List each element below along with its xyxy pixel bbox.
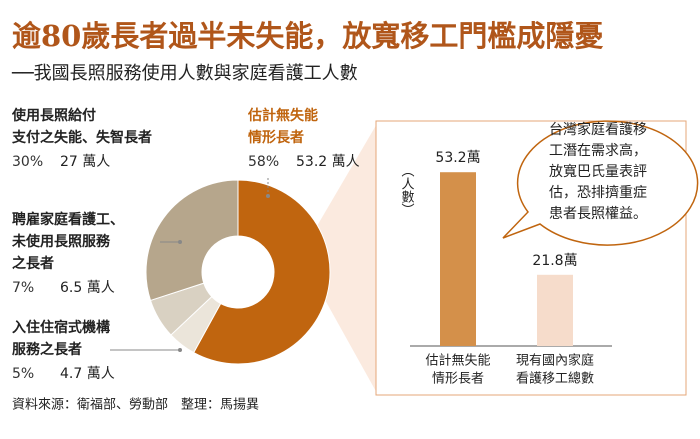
segment-label: 使用長照給付 <box>11 107 96 124</box>
annotation: 患者長照權益。 <box>549 206 647 222</box>
percent-label: 30% <box>12 154 43 170</box>
leader-dot <box>178 348 182 352</box>
leader-dot <box>266 194 270 198</box>
source: 資料來源：衛福部、勞動部 整理：馬揚異 <box>12 397 259 413</box>
annotation: 台灣家庭看護移 <box>549 121 647 138</box>
title: 逾80歲長者過半未失能，放寬移工門檻成隱憂 <box>12 19 603 53</box>
y-axis-label: （人數） <box>399 164 415 216</box>
segment-label: 入住住宿式機構 <box>12 319 110 336</box>
speech-bubble <box>502 120 699 246</box>
bar <box>537 274 573 346</box>
segment-label: 未使用長照服務 <box>12 233 111 250</box>
annotation: 工潛在需求高， <box>549 142 647 159</box>
segment-label: 情形長者 <box>248 129 304 146</box>
people-label: 53.2 萬人 <box>296 154 360 170</box>
percent-label: 7% <box>12 280 34 296</box>
segment-label: 之長者 <box>12 255 54 272</box>
donut-segment <box>145 179 239 302</box>
bar-value-label: 53.2萬 <box>435 150 480 166</box>
x-category-label: 現有國內家庭 <box>516 353 594 369</box>
callout-connector <box>300 122 378 395</box>
people-label: 6.5 萬人 <box>60 280 115 296</box>
bar-value-label: 21.8萬 <box>532 253 577 269</box>
leader-dot <box>178 240 182 244</box>
segment-label: 支付之失能、失智長者 <box>11 129 152 146</box>
subtitle: ──我國長照服務使用人數與家庭看護工人數 <box>11 63 358 84</box>
segment-label: 聘雇家庭看護工、 <box>12 211 124 228</box>
people-label: 27 萬人 <box>60 154 110 170</box>
percent-label: 5% <box>12 366 34 382</box>
segment-label: 服務之長者 <box>12 341 82 358</box>
percent-label: 58% <box>248 154 279 170</box>
x-category-label: 看護移工總數 <box>516 371 594 387</box>
segment-label: 估計無失能 <box>247 107 318 124</box>
annotation: 放寬巴氏量表評 <box>549 163 647 180</box>
donut-segment <box>192 179 331 365</box>
x-category-label: 估計無失能 <box>425 353 490 369</box>
people-label: 4.7 萬人 <box>60 366 115 382</box>
x-category-label: 情形長者 <box>432 372 484 387</box>
bar <box>440 172 476 346</box>
annotation: 估，恐排擠重症 <box>549 185 647 201</box>
